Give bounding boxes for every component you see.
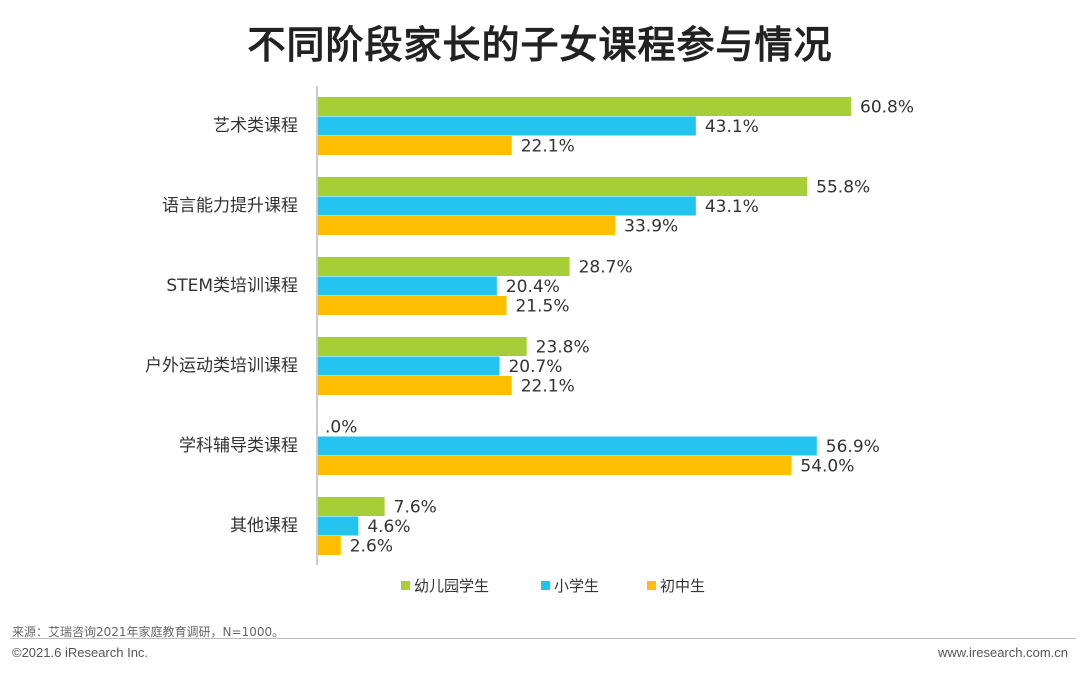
source-note: 来源：艾瑞咨询2021年家庭教育调研，N=1000。 [12, 625, 285, 639]
chart-title: 不同阶段家长的子女课程参与情况 [247, 23, 833, 67]
website-text: www.iresearch.com.cn [937, 645, 1068, 660]
data-label: 20.7% [508, 357, 562, 377]
legend-label: 初中生 [660, 577, 705, 595]
bar-chart: 艺术类课程 60.8% 43.1% 22.1% 语言能力提升课程 55.8% 43.1% 33… [145, 86, 914, 595]
copyright-text: ©2021.6 iResearch Inc. [12, 645, 149, 660]
legend-swatch [541, 581, 550, 590]
data-label: 43.1% [705, 197, 759, 217]
category-label: 语言能力提升课程 [162, 196, 298, 216]
bar [318, 216, 616, 235]
bar [318, 456, 792, 475]
bar [318, 296, 507, 315]
data-label: 54.0% [800, 457, 854, 477]
data-label: 7.6% [394, 498, 437, 518]
category-label: 学科辅导类课程 [179, 436, 298, 456]
data-label: 28.7% [579, 258, 633, 278]
data-label: 60.8% [860, 98, 914, 118]
data-label: .0% [325, 418, 357, 438]
data-label: 22.1% [521, 137, 575, 157]
bar [318, 497, 385, 516]
bar [318, 177, 808, 196]
bar [318, 116, 696, 136]
bar [318, 196, 696, 216]
data-label: 21.5% [515, 297, 569, 317]
bar [318, 356, 500, 376]
legend-label: 小学生 [554, 577, 599, 595]
legend-swatch [401, 581, 410, 590]
data-label: 20.4% [506, 277, 560, 297]
data-label: 2.6% [350, 537, 393, 557]
footer-divider [10, 638, 1076, 639]
data-label: 43.1% [705, 117, 759, 137]
data-label: 56.9% [826, 437, 880, 457]
bar [318, 97, 851, 116]
bar [318, 536, 341, 555]
bar [318, 257, 570, 276]
category-label: 其他课程 [230, 516, 298, 536]
bar [318, 436, 817, 456]
bar [318, 136, 512, 155]
data-label: 55.8% [816, 178, 870, 198]
category-label: STEM类培训课程 [166, 276, 298, 296]
bar [318, 376, 512, 395]
data-label: 4.6% [367, 517, 410, 537]
data-label: 23.8% [536, 338, 590, 358]
category-label: 户外运动类培训课程 [145, 356, 298, 376]
legend-swatch [647, 581, 656, 590]
data-label: 22.1% [521, 377, 575, 397]
category-label: 艺术类课程 [213, 116, 298, 136]
bar [318, 276, 497, 296]
bar [318, 337, 527, 356]
legend-label: 幼儿园学生 [414, 577, 489, 595]
bar [318, 516, 359, 536]
data-label: 33.9% [624, 217, 678, 237]
